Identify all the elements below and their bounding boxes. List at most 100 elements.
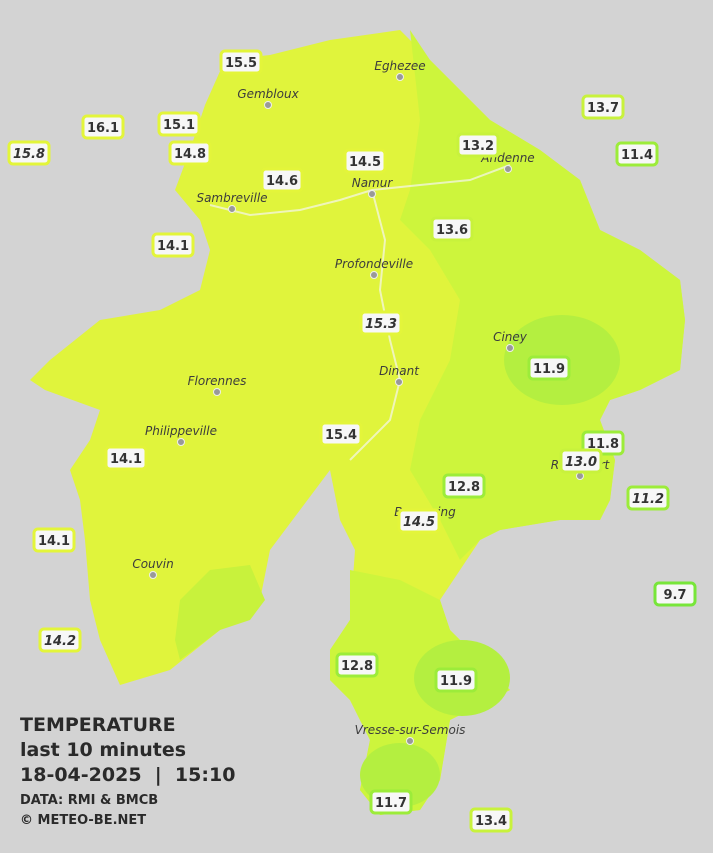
station: 11.9 [527,355,571,381]
station: 11.9 [434,667,478,693]
station: 13.7 [581,94,625,120]
city-label: Profondeville [335,257,413,271]
station-value: 14.2 [44,634,76,649]
city-dot [213,388,221,396]
city-dot [368,190,376,198]
city: Dinant [379,364,420,386]
city-label: Florennes [188,374,247,388]
station-value: 13.7 [587,101,619,116]
station: 11.7 [369,789,413,815]
station-value: 11.9 [440,674,472,689]
station: 12.8 [335,652,379,678]
city-dot [149,571,157,579]
station-box [653,581,697,607]
station: 15.5 [219,49,263,75]
cooler-zone [400,30,685,560]
station-value: 14.1 [110,452,142,467]
station: 14.1 [32,527,76,553]
station-value: 11.9 [533,362,565,377]
city: Profondeville [335,257,413,279]
station: 15.1 [157,111,201,137]
city: Philippeville [145,424,217,446]
station-box [369,789,413,815]
station-box [359,310,403,336]
map-source: DATA: RMI & BMCB [20,793,158,808]
station-value: 9.7 [663,588,686,603]
station-box [615,141,659,167]
city-label: Philippeville [145,424,217,438]
station: 13.2 [456,132,500,158]
station-box [527,355,571,381]
station: 15.8 [7,140,51,166]
station-box [335,652,379,678]
city-dot [264,101,272,109]
city-label: Vresse-sur-Semois [355,723,466,737]
station-value: 15.4 [325,428,357,443]
station-value: 14.8 [174,147,206,162]
station-box [219,49,263,75]
station: 14.2 [38,627,82,653]
city-label: Sambreville [196,191,267,205]
station-box [456,132,500,158]
city-dot [395,378,403,386]
city: Gembloux [237,87,300,109]
station-box [81,114,125,140]
station-value: 13.0 [565,455,597,470]
station: 15.4 [319,421,363,447]
station-value: 15.1 [163,118,195,133]
station: 12.8 [442,473,486,499]
city-dot [370,271,378,279]
map-subtitle: last 10 minutes [20,739,186,761]
city-label: Ciney [493,330,528,344]
city-label: Eghezee [374,59,425,73]
city: Ciney [493,330,528,352]
station-box [7,140,51,166]
map-title: TEMPERATURE [20,714,176,736]
cooler-zone [175,565,265,660]
station: 9.7 [653,581,697,607]
station-box [343,148,387,174]
city: Florennes [188,374,247,396]
station: 15.3 [359,310,403,336]
station-box [430,216,474,242]
city-dot [177,438,185,446]
river [349,189,402,461]
station-value: 12.8 [448,480,480,495]
station-value: 11.7 [375,796,407,811]
station: 16.1 [81,114,125,140]
city: Sambreville [196,191,268,213]
station-value: 14.1 [38,534,70,549]
city-label: Couvin [132,557,173,571]
station: 13.0 [559,448,603,474]
station-box [319,421,363,447]
station-value: 11.2 [632,492,664,507]
city-label: Dinant [379,364,420,378]
station-box [157,111,201,137]
station-value: 11.8 [587,437,619,452]
river [209,164,511,217]
station-box [469,807,513,833]
city-dot [576,472,584,480]
city-dot [504,165,512,173]
station-value: 15.3 [365,317,397,332]
city-dot [228,205,236,213]
station-value: 11.4 [621,148,653,163]
station-box [626,485,670,511]
city-dot [406,737,414,745]
station: 13.6 [430,216,474,242]
station-value: 14.5 [403,515,435,530]
city: Namur [352,176,393,198]
city: Couvin [132,557,174,579]
city: Vresse-sur-Semois [355,723,466,745]
station-value: 15.8 [13,147,45,162]
station: 14.6 [260,167,304,193]
station-value: 14.1 [157,239,189,254]
station: 14.1 [104,445,148,471]
station-box [38,627,82,653]
station-value: 12.8 [341,659,373,674]
station-box [434,667,478,693]
map-datetime: 18-04-2025 | 15:10 [20,764,235,786]
station-value: 16.1 [87,121,119,136]
station: 14.5 [343,148,387,174]
